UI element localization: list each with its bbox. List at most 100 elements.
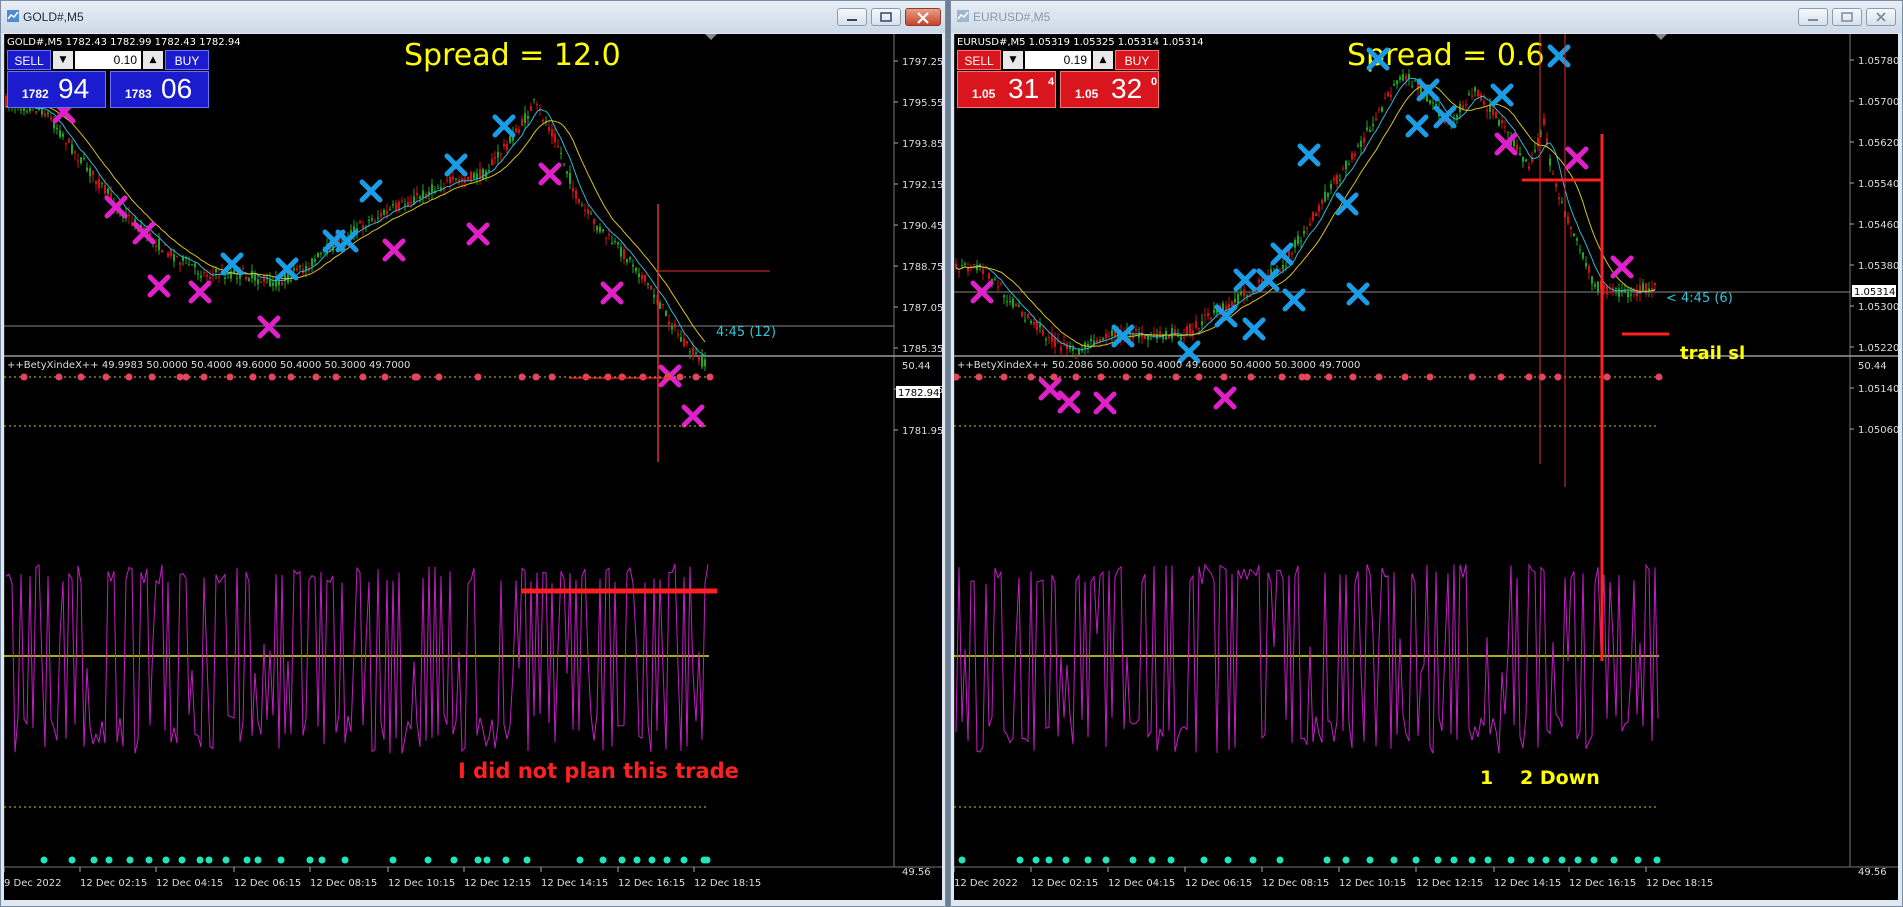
indicator-cyan-dot: [576, 856, 584, 864]
price-axis-label: 1787.05: [902, 303, 942, 314]
close-button[interactable]: [905, 8, 941, 26]
candle-body: [1588, 265, 1590, 273]
candle-body: [698, 356, 700, 361]
indicator-cyan-dot: [105, 856, 113, 864]
indicator-cyan-dot: [1507, 856, 1515, 864]
lot-decrease-button[interactable]: ▼: [53, 51, 73, 69]
indicator-red-dot: [1220, 373, 1228, 381]
close-button[interactable]: [1866, 8, 1896, 26]
gold-price-chart[interactable]: GOLD#,M5 1782.43 1782.99 1782.43 1782.94…: [4, 34, 942, 902]
indicator-cyan-dot: [680, 856, 688, 864]
buy-price-button[interactable]: 1.05 32 0: [1060, 71, 1159, 108]
candle-body: [701, 356, 703, 368]
lot-size-input[interactable]: 0.19: [1025, 51, 1091, 69]
candle-body: [461, 178, 463, 181]
candle-body: [254, 273, 256, 281]
candle-body: [542, 119, 544, 122]
buy-signal-cross: [1282, 288, 1306, 312]
candle-body: [479, 169, 481, 179]
candle-body: [287, 271, 289, 283]
lot-size-input[interactable]: 0.10: [75, 51, 141, 69]
price-axis-label: 1790.45: [902, 221, 942, 232]
candle-body: [1144, 335, 1146, 339]
sell-price-button[interactable]: 1.05 31 4: [957, 71, 1056, 108]
lot-increase-button[interactable]: ▲: [143, 51, 163, 69]
lot-decrease-button[interactable]: ▼: [1003, 51, 1023, 69]
candle-body: [1000, 283, 1002, 285]
time-axis-label: 12 Dec 04:15: [156, 878, 223, 889]
candle-body: [647, 283, 649, 285]
candle-body: [1558, 197, 1560, 200]
candle-body: [1432, 102, 1434, 104]
lot-increase-button[interactable]: ▲: [1093, 51, 1113, 69]
candle-body: [1540, 133, 1542, 135]
sell-button[interactable]: SELL: [957, 50, 1001, 70]
buy-signal-cross: [1233, 268, 1257, 292]
candle-body: [1336, 175, 1338, 184]
candle-body: [215, 268, 217, 273]
window-title: EURUSD#,M5: [973, 10, 1051, 24]
minimize-button[interactable]: [837, 8, 867, 26]
candle-body: [1648, 288, 1650, 292]
candle-body: [518, 129, 520, 133]
title-bar[interactable]: GOLD#,M5: [1, 1, 945, 33]
chart-canvas[interactable]: GOLD#,M5 1782.43 1782.99 1782.43 1782.94…: [4, 34, 942, 900]
indicator-red-dot: [618, 373, 626, 381]
candle-body: [131, 222, 133, 226]
candle-body: [1240, 291, 1242, 295]
indicator-cyan-dot: [1468, 856, 1476, 864]
candle-body: [314, 259, 316, 262]
candle-body: [1306, 228, 1308, 230]
candle-body: [209, 276, 211, 279]
buy-signal-cross: [1346, 282, 1370, 306]
candle-body: [1576, 238, 1578, 241]
buy-price-button[interactable]: 1783 06: [110, 71, 209, 108]
candle-body: [1300, 240, 1302, 242]
candle-body: [431, 184, 433, 193]
candle-body: [668, 321, 670, 325]
candle-body: [398, 201, 400, 211]
time-axis-label: 12 Dec 10:15: [1339, 878, 1406, 889]
candle-body: [1585, 262, 1587, 267]
buy-signal-cross: [1177, 340, 1201, 364]
candle-body: [1405, 75, 1407, 80]
maximize-button[interactable]: [871, 8, 901, 26]
candle-body: [1408, 73, 1410, 79]
indicator-red-dot: [1375, 373, 1383, 381]
candle-body: [1315, 213, 1317, 216]
candle-body: [644, 274, 646, 282]
buy-button[interactable]: BUY: [1115, 50, 1159, 70]
time-axis-label: 12 Dec 14:15: [541, 878, 608, 889]
buy-signal-cross: [1214, 304, 1238, 328]
candle-body: [1615, 288, 1617, 290]
buy-signal-cross: [1405, 114, 1429, 138]
indicator-cyan-dot: [341, 856, 349, 864]
maximize-button[interactable]: [1832, 8, 1862, 26]
time-axis-label: 12 Dec 08:15: [310, 878, 377, 889]
candle-body: [1129, 331, 1131, 334]
sell-button[interactable]: SELL: [7, 50, 51, 70]
indicator-bottom-label: 49.56: [902, 867, 931, 878]
indicator-red-dot: [1554, 373, 1562, 381]
candle-body: [1630, 294, 1632, 296]
sell-signal-cross: [132, 221, 156, 245]
buy-price-pip: 0: [1151, 76, 1158, 88]
sell-signal-cross: [1494, 132, 1518, 156]
indicator-cyan-dot: [618, 856, 626, 864]
candle-body: [1627, 291, 1629, 298]
minimize-button[interactable]: [1798, 8, 1828, 26]
title-bar[interactable]: EURUSD#,M5: [951, 1, 1902, 33]
eurusd-price-chart[interactable]: EURUSD#,M5 1.05319 1.05325 1.05314 1.053…: [954, 34, 1898, 902]
indicator-cyan-dot: [1590, 856, 1598, 864]
gold-chart-window: GOLD#,M5 GOLD#,M5 1782.43 1782.99 1782.4…: [0, 0, 946, 907]
candle-body: [1513, 139, 1515, 147]
candle-body: [1138, 334, 1140, 338]
buy-button[interactable]: BUY: [165, 50, 209, 70]
candle-body: [1018, 305, 1020, 307]
indicator-top-label: 50.44: [902, 361, 931, 372]
candle-body: [437, 187, 439, 189]
candle-body: [464, 178, 466, 183]
chart-canvas[interactable]: EURUSD#,M5 1.05319 1.05325 1.05314 1.053…: [954, 34, 1898, 900]
sell-price-button[interactable]: 1782 94: [7, 71, 106, 108]
chart-header: EURUSD#,M5 1.05319 1.05325 1.05314 1.053…: [957, 37, 1204, 48]
